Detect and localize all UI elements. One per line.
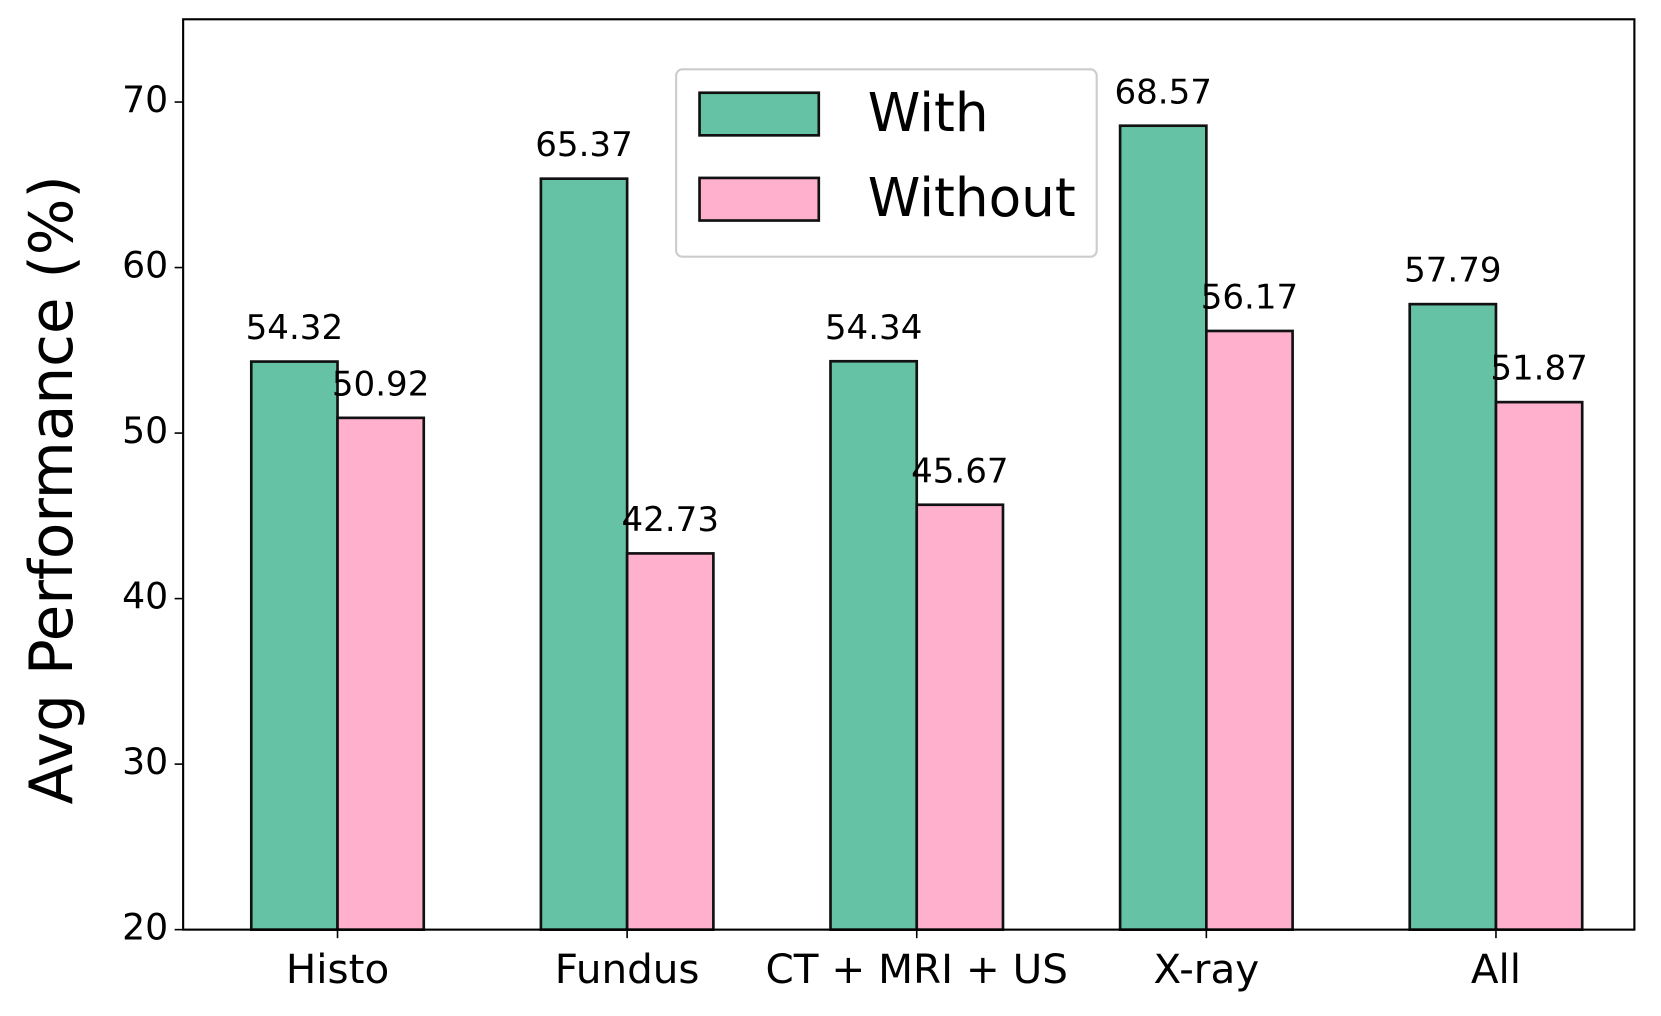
legend-swatch <box>698 176 821 222</box>
bar <box>539 177 629 931</box>
y-tick-label: 20 <box>122 906 168 949</box>
value-label: 42.73 <box>621 500 719 540</box>
y-tick-label: 40 <box>122 575 168 618</box>
value-label: 45.67 <box>911 451 1009 491</box>
bar <box>1494 400 1584 931</box>
bar <box>915 503 1005 931</box>
x-tick-label: CT + MRI + US <box>766 945 1068 993</box>
legend-label: With <box>868 82 989 144</box>
value-label: 51.87 <box>1490 349 1588 389</box>
legend-label: Without <box>868 167 1076 229</box>
y-tick-label: 60 <box>122 244 168 287</box>
x-tick-label: Histo <box>286 945 389 993</box>
x-tick-label: Fundus <box>555 945 700 993</box>
y-tick-label: 70 <box>122 78 168 121</box>
y-tick-label: 50 <box>122 409 168 452</box>
value-label: 50.92 <box>332 364 430 404</box>
legend: With Without <box>675 68 1098 258</box>
x-tick-label: All <box>1471 945 1521 993</box>
value-label: 56.17 <box>1201 278 1299 318</box>
value-label: 54.34 <box>825 308 923 348</box>
value-label: 57.79 <box>1404 251 1502 291</box>
bar <box>1408 302 1498 931</box>
bar <box>829 359 919 931</box>
y-tick-label: 30 <box>122 740 168 783</box>
y-axis-label: Avg Performance (%) <box>18 175 87 804</box>
bar <box>625 552 715 931</box>
bar <box>1205 329 1294 931</box>
value-label: 65.37 <box>535 125 633 165</box>
bar <box>1118 124 1208 931</box>
legend-swatch <box>698 91 821 137</box>
x-tick-label: X-ray <box>1154 945 1260 993</box>
bar <box>249 360 339 931</box>
value-label: 68.57 <box>1114 72 1212 112</box>
value-label: 54.32 <box>246 308 344 348</box>
bar <box>336 416 426 931</box>
plot-frame <box>182 18 1636 931</box>
